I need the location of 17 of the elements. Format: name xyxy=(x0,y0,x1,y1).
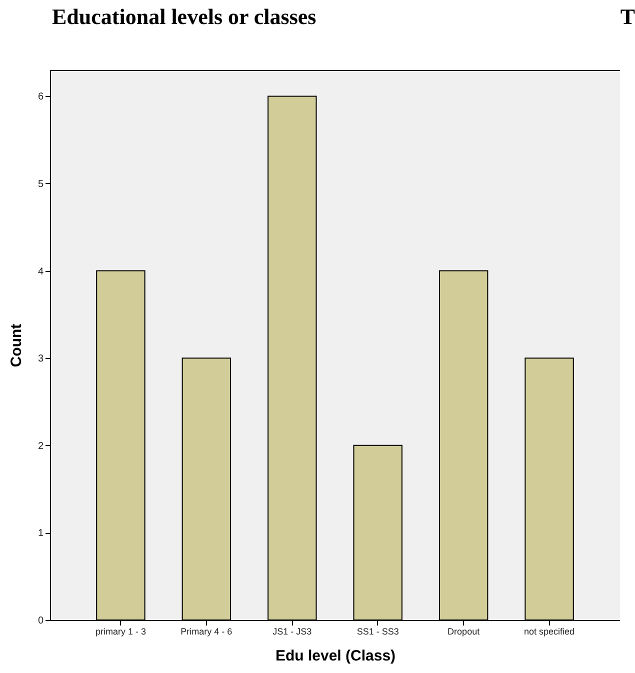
x-tick-label: SS1 - SS3 xyxy=(356,626,399,636)
y-tick-label: 5 xyxy=(38,178,44,190)
x-tick-label: Primary 4 - 6 xyxy=(180,626,232,636)
x-tick-label: primary 1 - 3 xyxy=(95,626,146,636)
y-tick-label: 6 xyxy=(38,92,44,103)
y-tick-label: 1 xyxy=(38,528,44,540)
x-tick-label: not specified xyxy=(524,626,575,636)
y-tick-label: 2 xyxy=(38,440,44,452)
y-tick-label: 0 xyxy=(38,616,44,626)
y-axis-title: Count xyxy=(8,324,25,368)
y-tick-label: 3 xyxy=(38,354,44,365)
text: T xyxy=(620,4,635,30)
x-axis-title: Edu level (Class) xyxy=(275,648,396,664)
y-tick-label: 4 xyxy=(38,266,44,278)
chart-title: Educational levels or classes xyxy=(52,4,316,30)
x-tick-label: Dropout xyxy=(448,626,480,636)
x-tick-label: JS1 - JS3 xyxy=(272,626,312,636)
